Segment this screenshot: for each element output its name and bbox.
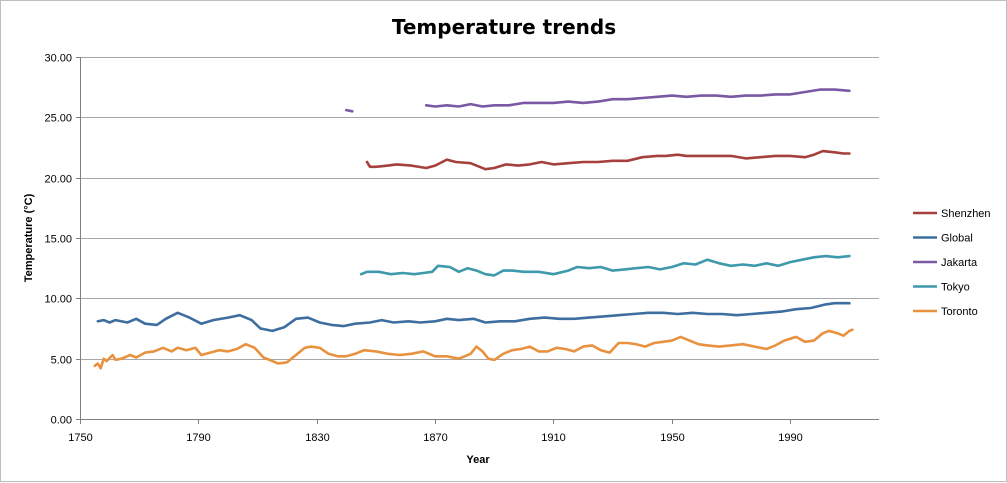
- y-tick-label: 5.00: [51, 355, 72, 367]
- legend-item-tokyo: Tokyo: [913, 282, 970, 294]
- y-tick-label: 25.00: [44, 113, 72, 125]
- y-tick-label: 15.00: [44, 234, 72, 246]
- series-line-tokyo: [359, 254, 851, 277]
- x-tick-label: 1950: [660, 432, 684, 444]
- gridlines: [80, 57, 879, 360]
- x-tick-label: 1990: [778, 432, 802, 444]
- y-tick-label: 30.00: [44, 53, 72, 65]
- x-tick-label: 1750: [68, 432, 92, 444]
- x-tick-label: 1830: [305, 432, 329, 444]
- legend-item-jakarta: Jakarta: [913, 257, 978, 269]
- series-line-shenzhen: [365, 149, 851, 171]
- x-tick-label: 1870: [423, 432, 447, 444]
- legend-label: Global: [941, 233, 973, 245]
- series-line-jakarta: [345, 108, 354, 113]
- legend-label: Toronto: [941, 306, 978, 318]
- legend-item-global: Global: [913, 233, 973, 245]
- legend: Shenzhen Global Jakarta Tokyo Toronto: [913, 208, 991, 318]
- plot-series: [93, 88, 854, 370]
- legend-label: Shenzhen: [941, 208, 991, 220]
- y-tick-label: 20.00: [44, 174, 72, 186]
- legend-item-shenzhen: Shenzhen: [913, 208, 991, 220]
- series-line-jakarta: [424, 88, 851, 108]
- legend-label: Tokyo: [941, 282, 970, 294]
- chart-title: Temperature trends: [392, 15, 616, 39]
- y-tick-label: 0.00: [51, 415, 72, 427]
- axes: 0.00 5.00 10.00 15.00 20.00 25.00 30.00 1750 179…: [44, 53, 879, 444]
- series-line-toronto: [93, 328, 854, 370]
- series-line-global: [96, 301, 851, 333]
- y-tick-label: 10.00: [44, 294, 72, 306]
- legend-label: Jakarta: [941, 257, 978, 269]
- x-axis-title: Year: [466, 454, 490, 466]
- legend-item-toronto: Toronto: [913, 306, 978, 318]
- x-tick-label: 1910: [541, 432, 565, 444]
- x-tick-label: 1790: [186, 432, 210, 444]
- y-axis-title: Temperature (°C): [23, 193, 35, 282]
